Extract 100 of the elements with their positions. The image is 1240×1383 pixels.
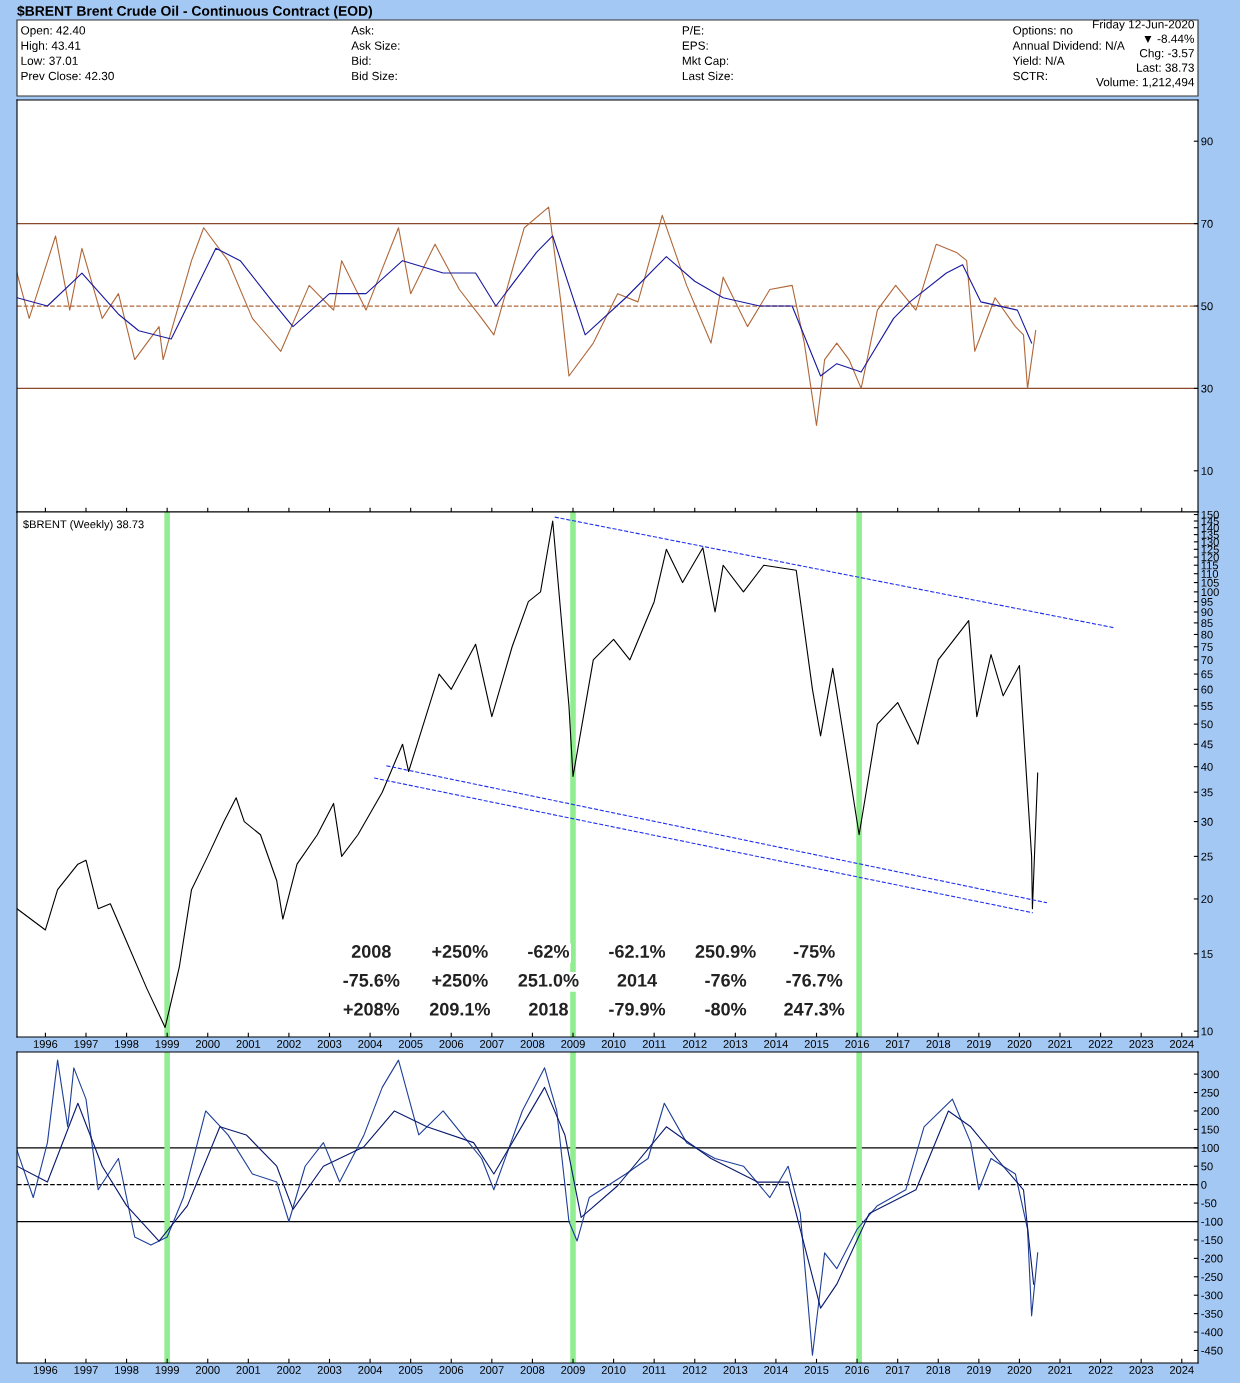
y-tick-label: 45 (1201, 740, 1213, 749)
text: EPS: (682, 41, 708, 50)
y-tick-label: 300 (1201, 1070, 1219, 1079)
text: Ask Size: (351, 41, 400, 50)
y-tick-label: 115 (1201, 561, 1219, 570)
annotation: -79.9% (609, 1002, 666, 1016)
annotation: -75% (793, 945, 835, 958)
y-tick-label: 50 (1201, 302, 1213, 311)
y-tick-label: 10 (1201, 1027, 1213, 1036)
x-tick-label: 2011 (642, 1366, 666, 1374)
annotation: +250% (432, 973, 488, 987)
y-tick-label: -50 (1201, 1199, 1217, 1208)
y-tick-label: -400 (1201, 1328, 1223, 1337)
y-tick-label: -100 (1201, 1217, 1223, 1226)
y-tick-label: 60 (1201, 685, 1213, 694)
x-tick-label: 2012 (682, 1366, 707, 1374)
x-tick-label: 2008 (520, 1040, 545, 1048)
annotation: -62.1% (609, 945, 666, 958)
y-tick-label: 120 (1201, 553, 1219, 562)
x-tick-label: 2021 (1048, 1040, 1072, 1048)
y-tick-label: 30 (1201, 384, 1213, 393)
x-tick-label: 2022 (1088, 1040, 1113, 1048)
annotation: -76.7% (786, 973, 843, 987)
y-tick-label: 145 (1201, 517, 1219, 526)
y-tick-label: 70 (1201, 656, 1213, 665)
x-tick-label: 2001 (236, 1366, 261, 1374)
y-tick-label: -350 (1201, 1309, 1223, 1318)
y-tick-label: 100 (1201, 588, 1219, 597)
y-tick-label: 90 (1201, 137, 1213, 146)
y-tick-label: 20 (1201, 895, 1213, 904)
x-tick-label: 2000 (195, 1040, 220, 1048)
x-tick-label: 2003 (317, 1040, 342, 1048)
x-tick-label: 1997 (74, 1040, 98, 1048)
annotation: 251.0% (518, 973, 579, 987)
x-tick-label: 2022 (1088, 1366, 1113, 1374)
x-tick-label: 2002 (277, 1040, 301, 1048)
x-tick-label: 2013 (723, 1366, 748, 1374)
annotation: 209.1% (429, 1002, 491, 1016)
text: High: 43.41 (21, 41, 81, 53)
text: Bid: (352, 56, 371, 65)
x-tick-label: 2004 (358, 1366, 383, 1374)
y-tick-label: 70 (1201, 219, 1213, 228)
text: Last Size: (682, 71, 733, 81)
y-tick-label: 50 (1201, 720, 1213, 729)
text: Yield: N/A (1012, 56, 1065, 65)
text: Open: 42.40 (21, 26, 86, 37)
x-tick-label: 2023 (1129, 1040, 1154, 1048)
x-tick-label: 2006 (439, 1366, 464, 1374)
y-tick-label: 150 (1201, 510, 1219, 519)
y-tick-label: 100 (1201, 1144, 1219, 1152)
x-tick-label: 2017 (885, 1366, 910, 1374)
y-tick-label: 30 (1201, 817, 1213, 826)
x-tick-label: 2018 (926, 1366, 951, 1374)
chart-title: $BRENT Brent Crude Oil - Continuous Contract (EOD) (17, 5, 373, 19)
y-tick-label: 135 (1201, 530, 1219, 539)
x-tick-label: 2015 (804, 1366, 829, 1374)
annotation: 250.9% (695, 945, 756, 958)
text: Ask: (351, 25, 374, 35)
x-tick-label: 2020 (1007, 1040, 1032, 1048)
x-tick-label: 2023 (1129, 1366, 1154, 1374)
x-tick-label: 2020 (1007, 1366, 1032, 1374)
x-tick-label: 1996 (33, 1040, 58, 1048)
y-tick-label: 0 (1201, 1180, 1207, 1189)
y-tick-label: -450 (1201, 1346, 1223, 1355)
y-tick-label: -300 (1201, 1291, 1223, 1300)
y-tick-label: 80 (1201, 630, 1213, 639)
y-tick-label: -250 (1201, 1273, 1223, 1281)
x-tick-label: 2012 (682, 1040, 707, 1048)
y-tick-label: -200 (1201, 1254, 1223, 1263)
x-tick-label: 2008 (520, 1366, 545, 1374)
text: Low: 37.01 (21, 56, 78, 65)
x-tick-label: 2007 (480, 1040, 504, 1048)
y-tick-label: 50 (1201, 1162, 1213, 1171)
y-tick-label: 75 (1201, 643, 1213, 651)
x-tick-label: 1996 (33, 1366, 58, 1374)
x-tick-label: 2010 (601, 1040, 626, 1048)
x-tick-label: 2009 (561, 1366, 585, 1374)
text: Mkt Cap: (682, 56, 729, 68)
annotation: -75.6% (343, 973, 400, 987)
x-tick-label: 2005 (398, 1040, 423, 1048)
y-tick-label: 250 (1201, 1088, 1219, 1097)
y-tick-label: 35 (1201, 788, 1213, 797)
x-tick-label: 2001 (236, 1040, 261, 1048)
annotation: 2018 (529, 1002, 568, 1016)
x-tick-label: 2011 (642, 1040, 666, 1048)
y-tick-label: 150 (1201, 1125, 1219, 1134)
x-tick-label: 2016 (845, 1366, 869, 1374)
x-tick-label: 1998 (115, 1040, 139, 1048)
x-tick-label: 2017 (885, 1040, 910, 1048)
y-tick-label: 65 (1201, 670, 1213, 679)
annotation: 2014 (617, 973, 658, 987)
text: ▼ -8.44% (1144, 34, 1195, 43)
x-tick-label: 2018 (926, 1040, 951, 1048)
x-tick-label: 2005 (398, 1366, 423, 1374)
annotation: -76% (705, 973, 747, 987)
annotation: $BRENT (Weekly) 38.73 (23, 519, 144, 531)
annotation: 2008 (351, 945, 391, 958)
x-tick-label: 1997 (74, 1366, 98, 1374)
x-tick-label: 2007 (480, 1366, 504, 1374)
y-tick-label: 10 (1201, 467, 1213, 475)
